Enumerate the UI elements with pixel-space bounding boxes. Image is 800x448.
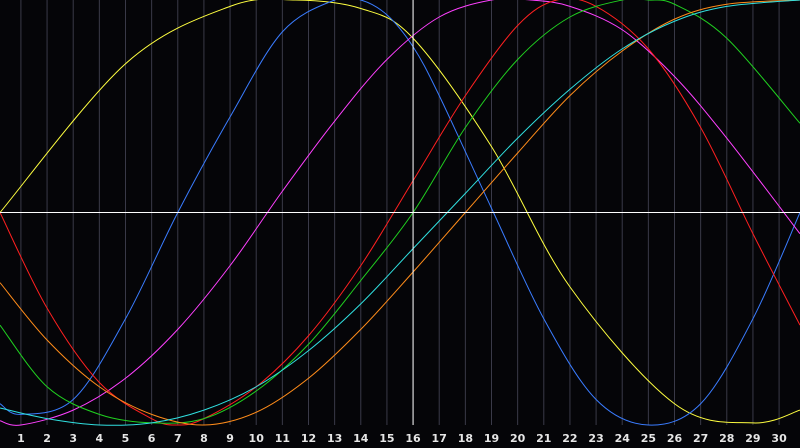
- x-tick-label: 16: [405, 432, 421, 445]
- x-tick-label: 17: [432, 432, 447, 445]
- x-tick-label: 1: [17, 432, 25, 445]
- x-tick-label: 11: [275, 432, 290, 445]
- x-tick-label: 19: [484, 432, 499, 445]
- x-tick-label: 8: [200, 432, 208, 445]
- crosshair: [0, 0, 800, 425]
- x-tick-label: 18: [458, 432, 473, 445]
- x-tick-label: 5: [122, 432, 130, 445]
- x-tick-label: 10: [249, 432, 265, 445]
- x-tick-label: 23: [588, 432, 603, 445]
- x-tick-label: 26: [667, 432, 683, 445]
- x-tick-label: 13: [327, 432, 342, 445]
- x-tick-label: 15: [379, 432, 394, 445]
- x-tick-label: 28: [719, 432, 734, 445]
- x-tick-label: 9: [226, 432, 234, 445]
- x-tick-label: 14: [353, 432, 369, 445]
- x-tick-label: 2: [43, 432, 51, 445]
- x-tick-label: 30: [771, 432, 787, 445]
- x-tick-label: 21: [536, 432, 551, 445]
- x-tick-label: 24: [615, 432, 631, 445]
- series-line-2: [0, 0, 800, 426]
- series-line-3: [0, 0, 800, 426]
- series-line-5: [0, 0, 800, 424]
- x-tick-label: 22: [562, 432, 577, 445]
- x-tick-label: 27: [693, 432, 708, 445]
- x-tick-label: 25: [641, 432, 656, 445]
- series-line-4: [0, 0, 800, 426]
- x-tick-label: 29: [745, 432, 760, 445]
- series-line-1: [0, 0, 800, 424]
- x-tick-label: 7: [174, 432, 182, 445]
- x-tick-label: 12: [301, 432, 316, 445]
- x-tick-label: 4: [96, 432, 104, 445]
- x-tick-labels: 1 2 3 4 5 6 7 8 9 10 11 12 13 14 15 16 17 18 19 20 21 22 23 24 2…: [17, 432, 787, 445]
- series-line-7: [0, 0, 800, 426]
- x-tick-label: 6: [148, 432, 156, 445]
- x-tick-label: 3: [69, 432, 77, 445]
- x-tick-label: 20: [510, 432, 526, 445]
